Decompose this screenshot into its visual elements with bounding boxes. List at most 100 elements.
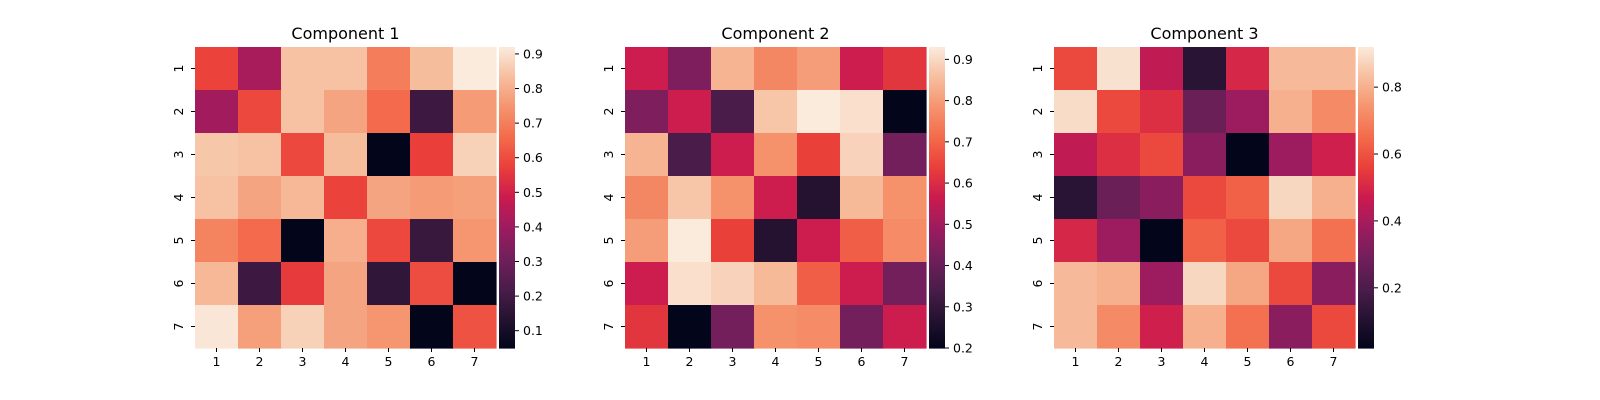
heatmap-cell <box>281 219 325 263</box>
heatmap-cell <box>238 219 282 263</box>
colorbar-segment <box>929 119 945 123</box>
heatmap-cell <box>1097 262 1141 306</box>
heatmap-cell <box>281 176 325 220</box>
colorbar-segment <box>499 240 515 244</box>
colorbar-segment <box>1358 305 1374 309</box>
heatmap-cell <box>453 90 497 134</box>
colorbar-segment <box>929 210 945 214</box>
colorbar-segment <box>929 194 945 199</box>
colorbar-segment <box>1358 237 1374 241</box>
colorbar-segment <box>929 182 945 186</box>
colorbar-segment <box>1358 327 1374 332</box>
heatmap-cell <box>1226 90 1270 134</box>
colorbar-segment <box>1358 54 1374 58</box>
colorbar-segment <box>499 92 515 96</box>
colorbar-segment <box>929 345 945 349</box>
heatmap-cell <box>195 133 239 177</box>
x-tick-label: 3 <box>1158 354 1166 369</box>
colorbar-segment <box>1358 297 1374 301</box>
heatmap-cell <box>410 47 454 91</box>
heatmap-cell <box>1140 47 1184 91</box>
heatmap-cell <box>367 133 411 177</box>
heatmap-cell <box>754 262 798 306</box>
colorbar-segment <box>499 312 515 316</box>
colorbar-segment <box>929 92 945 96</box>
colorbar-segment <box>929 222 945 226</box>
colorbar-segment <box>929 207 945 211</box>
colorbar-segment <box>499 307 515 311</box>
colorbar-segment <box>499 230 515 234</box>
colorbar-segment <box>929 262 945 266</box>
heatmap-cell <box>1097 133 1141 177</box>
colorbar-segment <box>1358 172 1374 176</box>
colorbar-segment <box>1358 235 1374 239</box>
colorbar-segment <box>499 212 515 216</box>
colorbar-segment <box>929 127 945 131</box>
heatmap-cell <box>883 176 927 220</box>
colorbar-tick-label: 0.8 <box>1382 80 1402 95</box>
colorbar-segment <box>1358 255 1374 259</box>
y-tick-label: 2 <box>171 108 186 116</box>
y-tick-label: 1 <box>601 65 616 73</box>
colorbar-segment <box>1358 310 1374 314</box>
y-tick-label: 7 <box>1030 323 1045 331</box>
colorbar-segment <box>929 205 945 209</box>
colorbar-segment <box>1358 114 1374 118</box>
heatmap-cell <box>281 90 325 134</box>
colorbar-segment <box>1358 137 1374 141</box>
colorbar-segment <box>1358 317 1374 322</box>
colorbar-segment <box>929 147 945 151</box>
y-tick-label: 3 <box>601 151 616 159</box>
colorbar-segment <box>1358 72 1374 76</box>
colorbar-segment <box>929 189 945 194</box>
colorbar-segment <box>1358 144 1374 148</box>
colorbar-segment <box>499 82 515 86</box>
heatmap-cell <box>668 262 712 306</box>
colorbar-segment <box>1358 222 1374 226</box>
x-tick-label: 6 <box>1287 354 1295 369</box>
colorbar-tick-label: 0.2 <box>1382 280 1402 295</box>
heatmap-cell <box>1312 305 1356 349</box>
colorbar-segment <box>1358 64 1374 68</box>
colorbar-segment <box>1358 49 1374 53</box>
colorbar-segment <box>499 84 515 88</box>
colorbar-segment <box>929 114 945 118</box>
y-tick-label: 2 <box>601 108 616 116</box>
y-tick-label: 4 <box>1030 193 1045 201</box>
colorbar-segment <box>1358 169 1374 174</box>
colorbar-segment <box>1358 157 1374 161</box>
colorbar-segment <box>929 167 945 171</box>
colorbar-segment <box>1358 107 1374 111</box>
colorbar-segment <box>929 179 945 184</box>
heatmap-cell <box>711 176 755 220</box>
colorbar-segment <box>499 69 515 73</box>
colorbar-segment <box>1358 262 1374 266</box>
colorbar-segment <box>1358 285 1374 289</box>
colorbar-segment <box>499 192 515 196</box>
colorbar-segment <box>929 285 945 289</box>
x-tick-label: 6 <box>858 354 866 369</box>
heatmap-cell <box>797 47 841 91</box>
colorbar-segment <box>499 52 515 56</box>
colorbar-segment <box>929 267 945 271</box>
colorbar-segment <box>929 54 945 58</box>
colorbar-segment <box>1358 69 1374 73</box>
y-tick-label: 3 <box>171 151 186 159</box>
heatmap-cell <box>754 305 798 349</box>
colorbar-segment <box>1358 325 1374 329</box>
colorbar-segment <box>1358 134 1374 138</box>
colorbar-segment <box>929 177 945 181</box>
colorbar-segment <box>929 302 945 306</box>
colorbar-segment <box>1358 247 1374 251</box>
colorbar-tick-label: 0.8 <box>523 81 543 96</box>
colorbar-segment <box>929 134 945 138</box>
colorbar-segment <box>929 257 945 261</box>
colorbar-segment <box>1358 267 1374 271</box>
colorbar-segment <box>499 127 515 131</box>
colorbar-segment <box>1358 212 1374 216</box>
colorbar-segment <box>929 87 945 91</box>
heatmap-cell <box>1183 47 1227 91</box>
colorbar-segment <box>929 52 945 56</box>
heatmap-cell <box>195 90 239 134</box>
